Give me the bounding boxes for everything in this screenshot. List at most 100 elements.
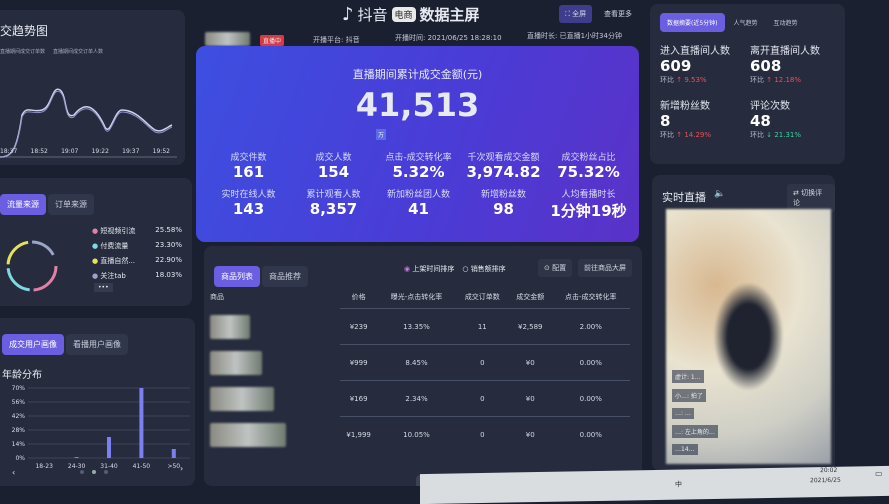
stat-label: 评论次数 xyxy=(750,101,790,112)
table-row[interactable]: ¥1,999 10.05% 0 ¥0 0.00% xyxy=(210,416,630,453)
table-cell: ¥239 xyxy=(340,308,378,345)
page-dots[interactable] xyxy=(80,470,108,474)
table-cell: 0.00% xyxy=(551,344,630,381)
legend-item: ● 付费流量 23.30% xyxy=(92,241,182,250)
legend-buyers: 直播期间成交订单人数 xyxy=(53,49,104,55)
arrow-up-icon: ↑ xyxy=(674,76,685,84)
x-tick: 41-50 xyxy=(133,463,151,470)
y-tick: 28% xyxy=(12,427,26,434)
tab-data-summary[interactable]: 数据摘要(近5分钟) xyxy=(660,13,725,32)
kpi-value: 75.32% xyxy=(557,163,620,181)
age-chart-title: 年龄分布 xyxy=(2,370,42,381)
kpi-label: 新加粉丝团人数 xyxy=(386,190,450,200)
start-time: 开播时间: 2021/06/25 18:28:10 xyxy=(395,34,502,42)
live-comment: …14… xyxy=(672,444,698,455)
tab-order-source[interactable]: 订单来源 xyxy=(48,194,94,215)
douyin-icon: ♪ xyxy=(342,4,354,25)
summary-title: 直播期间累计成交金额(元) xyxy=(352,68,483,81)
total-amount: 41,513 xyxy=(355,86,480,124)
kpi-item: 成交粉丝占比 75.32% xyxy=(546,150,631,181)
stat-change: 21.31% xyxy=(774,131,802,139)
clock-time[interactable]: 20:02 xyxy=(820,466,838,475)
tab-interaction[interactable]: 互动趋势 xyxy=(773,20,798,27)
legend-dot-icon: ● xyxy=(92,227,101,235)
x-tick: 19:07 xyxy=(61,148,79,155)
x-tick: 18-23 xyxy=(35,463,53,470)
kpi-item: 人均看播时长 1分钟19秒 xyxy=(546,187,631,221)
kpi-label: 累计观看人数 xyxy=(306,190,361,200)
tab-traffic-source[interactable]: 流量来源 xyxy=(0,194,46,215)
switch-comments-button[interactable]: ⇄ 切换评论 xyxy=(787,184,835,212)
table-row[interactable]: ¥239 13.35% 11 ¥2,589 2.00% xyxy=(210,308,630,345)
fullscreen-icon: ⛶ xyxy=(565,10,573,18)
trend-line-chart xyxy=(0,88,177,158)
table-row[interactable]: ¥169 2.34% 0 ¥0 0.00% xyxy=(210,380,630,417)
live-video[interactable] xyxy=(666,209,831,464)
tab-popularity[interactable]: 人气趋势 xyxy=(733,20,758,27)
prev-arrow[interactable]: ‹ xyxy=(12,468,16,477)
clock-date[interactable]: 2021/6/25 xyxy=(810,476,841,485)
table-cell: 8.45% xyxy=(377,344,456,381)
live-comment: …: 左上角的… xyxy=(672,425,718,438)
product-thumbnail[interactable] xyxy=(210,417,340,453)
product-table: 商品 价格 曝光-点击转化率 成交订单数 成交金额 点击-成交转化率 ¥239 13.35%… xyxy=(210,292,630,453)
tab-product-list[interactable]: 商品列表 xyxy=(214,266,260,287)
sort-by-time-radio[interactable]: ◉ 上架时间排序 xyxy=(404,265,455,273)
stat-value: 608 xyxy=(750,57,782,75)
stat-value: 48 xyxy=(750,112,771,130)
streamer-name xyxy=(205,32,250,46)
config-button[interactable]: ⊙ 配置 xyxy=(538,259,573,277)
table-row[interactable]: ¥999 8.45% 0 ¥0 0.00% xyxy=(210,344,630,381)
notification-icon[interactable]: ▭ xyxy=(875,469,883,479)
table-cell: ¥1,999 xyxy=(340,416,378,453)
x-tick: 31-40 xyxy=(100,463,118,470)
more-button[interactable]: ••• xyxy=(94,283,113,292)
live-panel: 实时直播 🔈 ⇄ 切换评论 虚计: 1… 小…: 拍了 …: … …: 左上角的… …1… xyxy=(652,175,835,471)
stat-change: 14.29% xyxy=(684,131,712,139)
fullscreen-button[interactable]: ⛶ 全屏 xyxy=(559,5,593,23)
stat-label: 进入直播间人数 xyxy=(660,46,730,57)
ime-indicator[interactable]: 中 xyxy=(675,480,682,489)
tab-viewer-portrait[interactable]: 看播用户画像 xyxy=(66,334,128,355)
product-thumbnail[interactable] xyxy=(210,309,340,345)
column-header: 曝光-点击转化率 xyxy=(390,293,443,301)
kpi-value: 1分钟19秒 xyxy=(550,202,627,220)
table-cell: 13.35% xyxy=(377,308,456,345)
table-cell: 0 xyxy=(455,344,509,381)
product-thumbnail[interactable] xyxy=(210,381,340,417)
mute-icon[interactable]: 🔈 xyxy=(714,189,726,199)
table-cell: ¥2,589 xyxy=(508,308,552,345)
kpi-item: 新增粉丝数 98 xyxy=(461,187,546,221)
column-header: 成交金额 xyxy=(516,293,545,301)
stat-item: 离开直播间人数 608 环比 ↑ 12.18% xyxy=(750,42,840,85)
kpi-item: 累计观看人数 8,357 xyxy=(291,187,376,221)
kpi-item: 成交人数 154 xyxy=(291,150,376,181)
sort-by-sales-radio[interactable]: ○ 销售额排序 xyxy=(462,265,506,273)
arrow-up-icon: ↑ xyxy=(674,131,685,139)
stat-item: 新增粉丝数 8 环比 ↑ 14.29% xyxy=(660,97,750,140)
kpi-value: 154 xyxy=(317,163,350,181)
trend-panel: 交趋势图 直播期间成交订单数 直播期间成交订单人数 18:37 18:52 19:0… xyxy=(0,10,185,165)
view-more-button[interactable]: 查看更多 xyxy=(604,10,632,18)
y-tick: 70% xyxy=(12,385,26,392)
next-arrow[interactable]: › xyxy=(180,464,184,473)
legend-item: ● 短视频引流 25.58% xyxy=(92,226,182,235)
tab-product-recommend[interactable]: 商品推荐 xyxy=(262,266,308,287)
goto-product-screen-button[interactable]: 前往商品大屏 xyxy=(578,259,632,277)
kpi-label: 成交人数 xyxy=(315,153,352,163)
legend-dot-icon: ● xyxy=(92,242,101,250)
stat-label: 离开直播间人数 xyxy=(750,46,820,57)
series-buyers-line xyxy=(0,90,173,158)
series-orders-line xyxy=(0,88,173,158)
table-cell: 11 xyxy=(455,308,509,345)
product-thumbnail[interactable] xyxy=(210,345,340,381)
stat-change: 9.53% xyxy=(684,76,707,84)
kpi-item: 点击-成交转化率 5.32% xyxy=(376,150,461,181)
kpi-value: 5.32% xyxy=(392,163,445,181)
kpi-value: 41 xyxy=(408,200,429,218)
table-cell: 0.00% xyxy=(551,416,630,453)
tab-buyer-portrait[interactable]: 成交用户画像 xyxy=(2,334,64,355)
x-tick: 19:37 xyxy=(122,148,140,155)
y-tick: 14% xyxy=(12,441,26,448)
platform: 开播平台: 抖音 xyxy=(313,36,360,44)
